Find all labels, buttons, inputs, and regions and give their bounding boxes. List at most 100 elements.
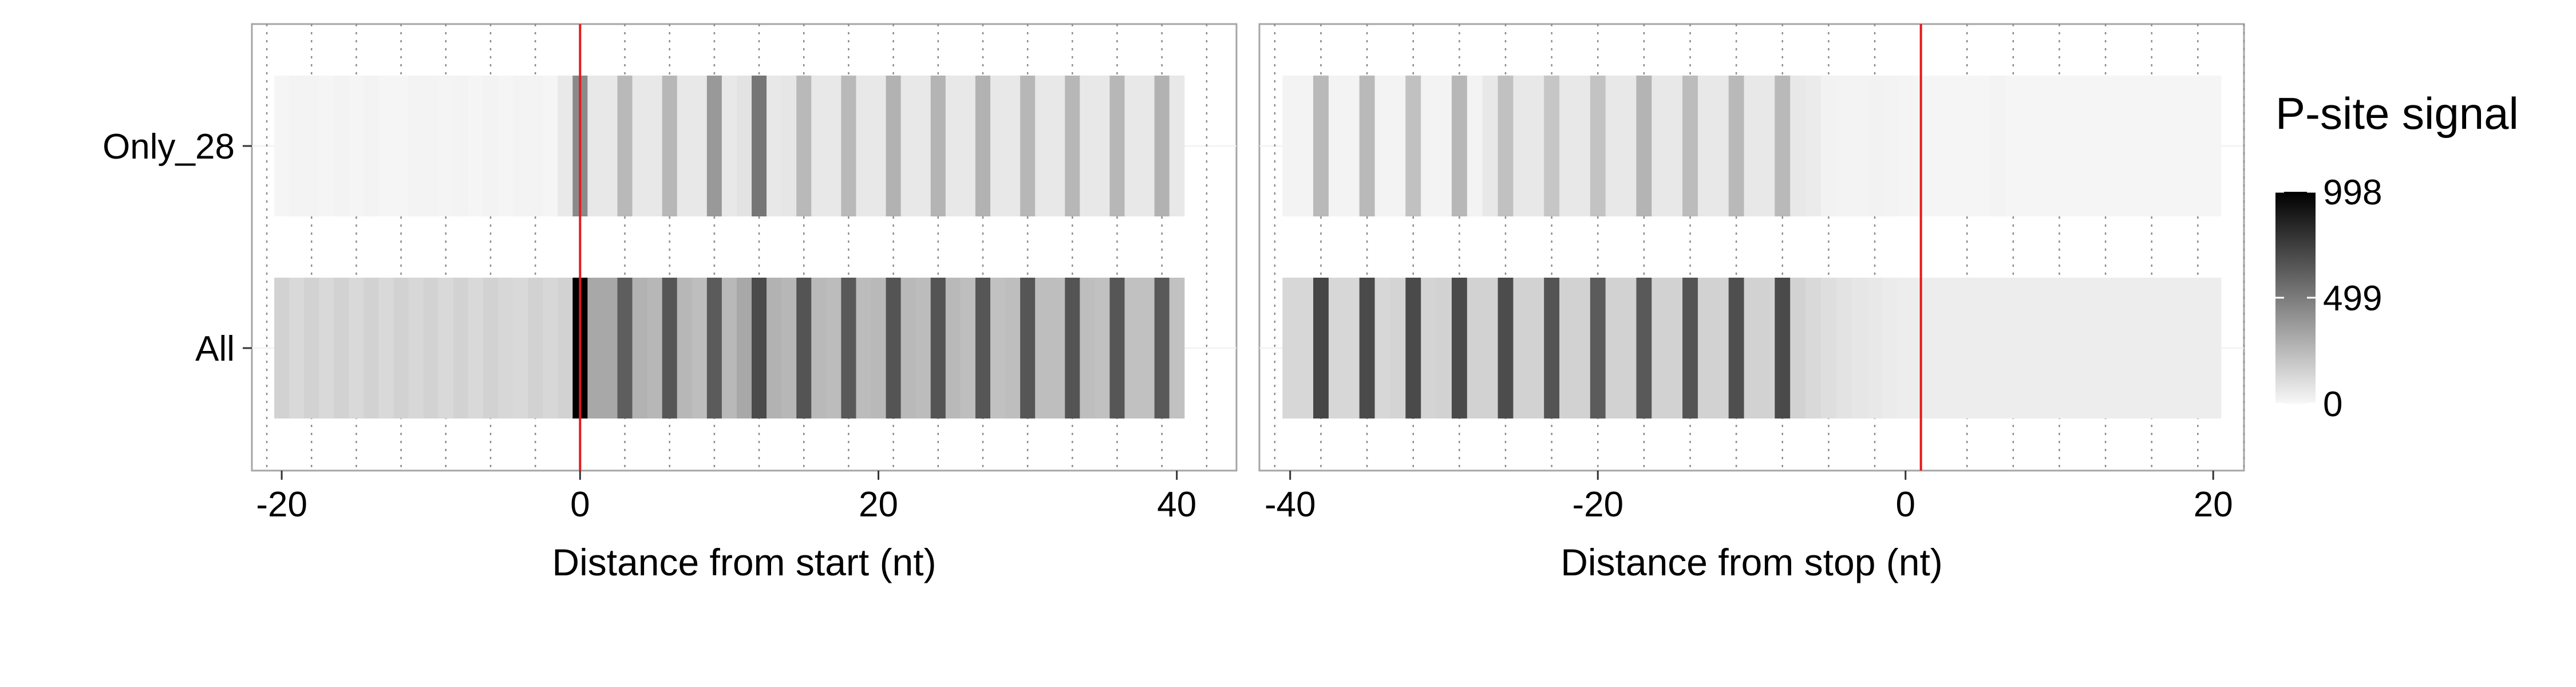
heatmap-cell xyxy=(692,76,708,216)
heatmap-cell xyxy=(1109,76,1125,216)
heatmap-cell xyxy=(1005,76,1021,216)
heatmap-cell xyxy=(617,278,633,418)
heatmap-cell xyxy=(647,76,663,216)
heatmap-cell xyxy=(1109,278,1125,418)
heatmap-cell xyxy=(841,76,857,216)
heatmap-cell xyxy=(1544,278,1560,418)
heatmap-cell xyxy=(1467,278,1483,418)
heatmap-cell xyxy=(1020,76,1036,216)
heatmap-cell xyxy=(1990,278,2006,418)
heatmap-cell xyxy=(1050,278,1065,418)
heatmap-cell xyxy=(856,76,872,216)
heatmap-cell xyxy=(1421,278,1437,418)
heatmap-cell xyxy=(1080,278,1096,418)
heatmap-cell xyxy=(319,76,334,216)
heatmap-cell xyxy=(1035,278,1050,418)
heatmap-cell xyxy=(1820,278,1837,418)
heatmap-cell xyxy=(558,76,573,216)
x-tick-label: 20 xyxy=(2194,485,2233,524)
heatmap-cell xyxy=(2036,278,2052,418)
heatmap-cell xyxy=(2113,76,2129,216)
heatmap-cell xyxy=(647,278,663,418)
heatmap-cell xyxy=(811,76,827,216)
heatmap-cell xyxy=(423,76,439,216)
heatmap-cell xyxy=(1990,76,2006,216)
heatmap-cell xyxy=(2067,278,2083,418)
heatmap-cell xyxy=(1095,76,1111,216)
legend-tick-label: 998 xyxy=(2323,173,2382,212)
heatmap-cell xyxy=(1065,76,1080,216)
heatmap-cell xyxy=(1344,278,1360,418)
heatmap-cell xyxy=(1713,76,1729,216)
heatmap-cell xyxy=(1820,76,1837,216)
heatmap-cell xyxy=(543,76,558,216)
heatmap-cell xyxy=(1898,76,1914,216)
heatmap-cell xyxy=(1775,76,1791,216)
legend-tick-label: 499 xyxy=(2323,279,2382,318)
heatmap-cell xyxy=(721,76,737,216)
legend: P-site signal 998 499 0 xyxy=(2275,88,2519,424)
heatmap-cell xyxy=(692,278,708,418)
heatmap-cell xyxy=(1867,76,1883,216)
panel-stop-heatmap-cells xyxy=(1282,76,2222,418)
heatmap-cell xyxy=(2005,278,2021,418)
heatmap-cell xyxy=(2190,278,2206,418)
heatmap-cell xyxy=(1744,278,1760,418)
heatmap-cell xyxy=(811,278,827,418)
heatmap-cell xyxy=(1421,76,1437,216)
heatmap-cell xyxy=(1154,76,1170,216)
heatmap-cell xyxy=(468,278,484,418)
panel-start: -20 0 20 40 Distance from start (nt) xyxy=(251,23,1238,583)
heatmap-cell xyxy=(1298,76,1314,216)
heatmap-cell xyxy=(1697,76,1714,216)
heatmap-cell xyxy=(1528,278,1544,418)
heatmap-cell xyxy=(408,278,424,418)
heatmap-cell xyxy=(1959,278,1976,418)
heatmap-cell xyxy=(871,278,887,418)
heatmap-cell xyxy=(1590,76,1606,216)
heatmap-cell xyxy=(1050,76,1065,216)
heatmap-cell xyxy=(1298,278,1314,418)
heatmap-cell xyxy=(1574,278,1591,418)
heatmap-cell xyxy=(975,76,991,216)
legend-title: P-site signal xyxy=(2275,88,2519,139)
heatmap-cell xyxy=(1759,76,1775,216)
heatmap-cell xyxy=(662,76,678,216)
heatmap-cell xyxy=(781,76,797,216)
x-tick-label: 40 xyxy=(1157,485,1196,524)
heatmap-cell xyxy=(2205,76,2222,216)
heatmap-cell xyxy=(453,76,469,216)
heatmap-cell xyxy=(602,76,618,216)
heatmap-cell xyxy=(1154,278,1170,418)
heatmap-cell xyxy=(886,76,902,216)
heatmap-cell xyxy=(1667,76,1683,216)
heatmap-cell xyxy=(1836,76,1852,216)
heatmap-cell xyxy=(2021,76,2037,216)
heatmap-cell xyxy=(1313,278,1329,418)
heatmap-cell xyxy=(1759,278,1775,418)
heatmap-cell xyxy=(1124,76,1140,216)
heatmap-cell xyxy=(274,278,290,418)
heatmap-cell xyxy=(915,278,931,418)
heatmap-cell xyxy=(378,76,394,216)
panel-stop-x-axis: -40 -20 0 20 xyxy=(1265,471,2233,524)
heatmap-cell xyxy=(2128,76,2144,216)
heatmap-cell xyxy=(1405,76,1421,216)
heatmap-cell xyxy=(2144,76,2160,216)
heatmap-cell xyxy=(1359,76,1376,216)
x-tick-label: -20 xyxy=(256,485,307,524)
heatmap-cell xyxy=(1836,278,1852,418)
heatmap-cell xyxy=(528,76,543,216)
heatmap-cell xyxy=(1035,76,1050,216)
heatmap-cell xyxy=(900,278,916,418)
heatmap-cell xyxy=(438,278,454,418)
heatmap-cell xyxy=(423,278,439,418)
heatmap-cell xyxy=(2175,278,2191,418)
heatmap-cell xyxy=(1513,278,1529,418)
heatmap-cell xyxy=(1559,76,1575,216)
heatmap-cell xyxy=(990,76,1006,216)
heatmap-cell xyxy=(1805,76,1822,216)
heatmap-cell xyxy=(1713,278,1729,418)
heatmap-cell xyxy=(319,278,334,418)
heatmap-cell xyxy=(1020,278,1036,418)
